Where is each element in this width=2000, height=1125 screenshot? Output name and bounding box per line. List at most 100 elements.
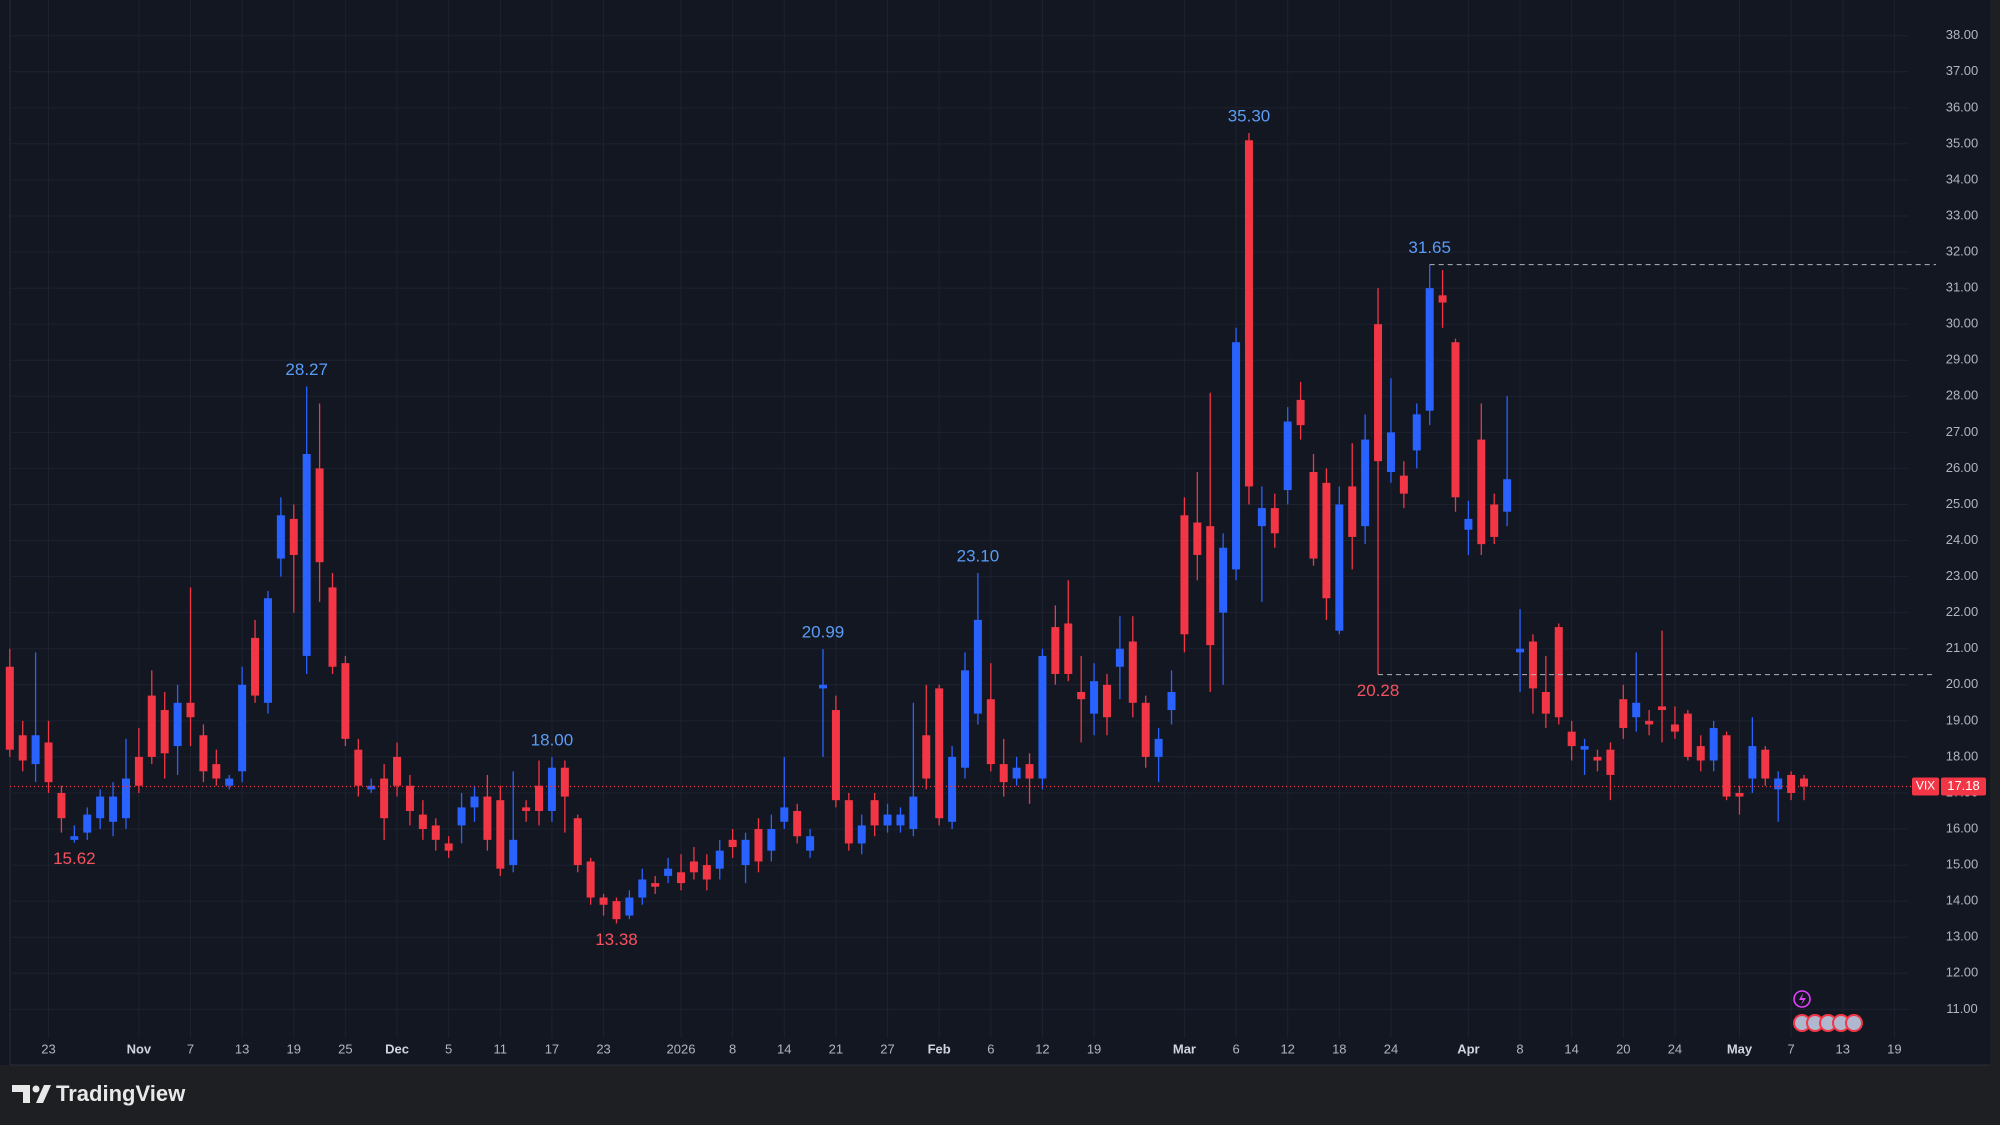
candle-body (870, 800, 879, 826)
candle-body (754, 829, 763, 862)
right-border (1990, 0, 2000, 1065)
candle-body (328, 587, 337, 667)
candle-body (1348, 486, 1357, 537)
brand-logo: TradingView (12, 1081, 186, 1106)
candle-body (793, 810, 802, 837)
y-tick-label: 29.00 (1946, 352, 1979, 367)
candle-body (1154, 738, 1163, 757)
candle-body (831, 710, 840, 801)
candle-body (1257, 508, 1266, 527)
candle-body (1606, 749, 1615, 775)
low-label: 13.38 (595, 930, 638, 949)
candle-body (1477, 439, 1486, 545)
candle-body (96, 796, 105, 819)
x-tick-label: 18 (1332, 1041, 1346, 1056)
candle-body (1374, 324, 1383, 462)
candle-body (960, 670, 969, 768)
candle-body (1528, 641, 1537, 689)
y-tick-label: 35.00 (1946, 135, 1979, 150)
candle-body (1516, 648, 1525, 653)
candle-body (651, 883, 660, 887)
candle-body (1567, 731, 1576, 747)
candles (5, 133, 1936, 924)
candle-body (1619, 699, 1628, 729)
candle-body (1322, 482, 1331, 599)
candle-body (238, 684, 247, 772)
x-tick-label: 11 (494, 1041, 508, 1056)
y-tick-label: 28.00 (1946, 388, 1979, 403)
candle-body (354, 749, 363, 786)
candle-body (625, 897, 634, 916)
candle-body (431, 825, 440, 840)
low-label: 20.28 (1357, 681, 1400, 700)
candle-body (109, 796, 118, 822)
candle-body (1774, 778, 1783, 790)
x-tick-label: 5 (445, 1041, 452, 1056)
logo-mark (36, 1085, 51, 1103)
event-icon[interactable] (1793, 990, 1811, 1008)
candle-body (225, 778, 234, 786)
event-icons (1793, 990, 1863, 1032)
x-tick-label: 24 (1668, 1041, 1682, 1056)
candle-body (57, 792, 66, 819)
candle-body (1283, 421, 1292, 491)
candle-body (1309, 472, 1318, 559)
candle-body (1580, 746, 1589, 750)
candle-body (702, 865, 711, 880)
x-tick-label: 13 (1836, 1041, 1850, 1056)
y-tick-label: 37.00 (1946, 63, 1979, 78)
x-tick-label: 8 (1516, 1041, 1523, 1056)
candle-body (1180, 515, 1189, 635)
candle-body (1025, 764, 1034, 779)
high-label: 18.00 (531, 730, 574, 749)
candle-body (1361, 439, 1370, 527)
candle-body (1464, 518, 1473, 530)
y-tick-label: 33.00 (1946, 207, 1979, 222)
x-tick-label: 21 (829, 1041, 843, 1056)
candle-body (302, 453, 311, 656)
candle-body (560, 767, 569, 797)
candle-body (1077, 691, 1086, 700)
candle-body (1296, 399, 1305, 426)
candle-body (1658, 706, 1667, 711)
candle-body (1038, 655, 1047, 779)
flag-icon[interactable] (1845, 1014, 1863, 1032)
labels: 11.0012.0013.0014.0015.0016.0017.0018.00… (41, 27, 1986, 1056)
candle-body (160, 710, 169, 754)
x-tick-label: Nov (127, 1041, 152, 1056)
candle-body (1722, 735, 1731, 797)
y-tick-label: 14.00 (1946, 893, 1979, 908)
candle-body (741, 839, 750, 866)
brand-name: TradingView (56, 1081, 186, 1106)
candle-body (1399, 475, 1408, 494)
y-tick-label: 18.00 (1946, 748, 1979, 763)
candle-body (1438, 295, 1447, 303)
x-tick-label: May (1727, 1041, 1753, 1056)
candle-body (380, 778, 389, 819)
candle-body (1115, 648, 1124, 667)
candle-body (134, 756, 143, 786)
candle-body (1696, 746, 1705, 761)
price-tag-label: 17.18 (1947, 778, 1980, 793)
candle-body (1193, 522, 1202, 555)
candle-body (1167, 691, 1176, 711)
logo-mark (32, 1085, 40, 1093)
y-tick-label: 30.00 (1946, 316, 1979, 331)
candle-body (44, 742, 53, 783)
candle-body (1051, 627, 1060, 674)
candle-body (341, 663, 350, 739)
x-tick-label: 6 (1232, 1041, 1239, 1056)
candle-body (948, 756, 957, 822)
x-tick-label: 23 (596, 1041, 610, 1056)
high-label: 31.65 (1408, 238, 1451, 257)
x-tick-label: Dec (385, 1041, 409, 1056)
candle-body (535, 785, 544, 811)
candle-body (857, 825, 866, 844)
high-label: 23.10 (957, 546, 1000, 565)
candle-body (121, 778, 130, 819)
y-tick-label: 11.00 (1946, 1001, 1978, 1016)
x-tick-label: 27 (880, 1041, 894, 1056)
x-tick-label: 24 (1384, 1041, 1398, 1056)
candle-body (1490, 504, 1499, 537)
